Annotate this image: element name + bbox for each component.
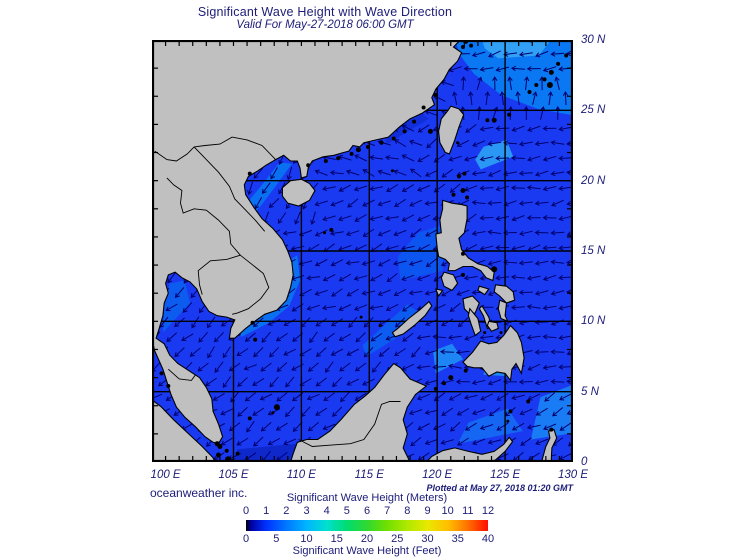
credit-text: oceanweather inc. xyxy=(150,486,248,500)
meters-tick-label: 5 xyxy=(343,505,350,517)
lat-tick-label: 5 N xyxy=(581,385,599,398)
meters-tick-label: 12 xyxy=(481,505,495,517)
feet-tick-label: 5 xyxy=(273,533,280,545)
legend-meters-label: Significant Wave Height (Meters) xyxy=(286,492,448,504)
lon-tick-label: 100 E xyxy=(150,469,181,481)
meters-tick-label: 0 xyxy=(242,505,250,517)
lat-tick-label: 30 N xyxy=(581,34,606,46)
meters-tick-label: 4 xyxy=(323,505,330,517)
meters-tick-label: 11 xyxy=(462,505,474,517)
lon-tick-label: 110 E xyxy=(286,469,316,481)
lat-tick-label: 10 N xyxy=(581,315,606,328)
feet-tick-label: 40 xyxy=(481,533,495,545)
meters-tick-label: 8 xyxy=(404,505,411,517)
country-borders xyxy=(154,136,401,447)
lon-tick-label: 120 E xyxy=(422,469,453,481)
feet-tick-label: 35 xyxy=(451,533,464,545)
feet-tick-label: 20 xyxy=(360,533,374,545)
meters-tick-label: 6 xyxy=(363,505,371,517)
wave-map xyxy=(152,40,573,462)
plotted-timestamp: Plotted at May 27, 2018 01:20 GMT xyxy=(426,483,573,493)
feet-tick-label: 10 xyxy=(300,533,313,545)
lon-tick-label: 115 E xyxy=(354,469,384,481)
meters-tick-label: 7 xyxy=(384,505,391,517)
lat-tick-label: 25 N xyxy=(581,104,606,117)
lon-tick-label: 105 E xyxy=(218,469,249,481)
meters-tick-label: 10 xyxy=(441,505,454,517)
meters-tick-label: 3 xyxy=(303,505,310,517)
feet-tick-label: 30 xyxy=(421,533,434,545)
meters-tick-label: 2 xyxy=(283,505,290,517)
colorbar xyxy=(246,520,488,531)
page-title: Significant Wave Height with Wave Direct… xyxy=(197,5,453,19)
feet-tick-label: 0 xyxy=(242,533,250,545)
feet-tick-label: 25 xyxy=(391,533,404,545)
lat-tick-label: 20 N xyxy=(581,174,606,187)
valid-time-subtitle: Valid For May-27-2018 06:00 GMT xyxy=(236,19,414,31)
lat-tick-label: 15 N xyxy=(581,245,606,257)
lat-tick-label: 0 xyxy=(581,456,588,468)
meters-tick-label: 9 xyxy=(424,505,431,517)
map-frame xyxy=(152,40,573,462)
meters-tick-label: 1 xyxy=(263,505,270,517)
feet-tick-label: 15 xyxy=(330,533,343,545)
lon-tick-label: 125 E xyxy=(490,469,521,481)
lon-tick-label: 130 E xyxy=(557,469,589,481)
legend-feet-label: Significant Wave Height (Feet) xyxy=(292,545,442,557)
land-masses xyxy=(152,40,558,462)
